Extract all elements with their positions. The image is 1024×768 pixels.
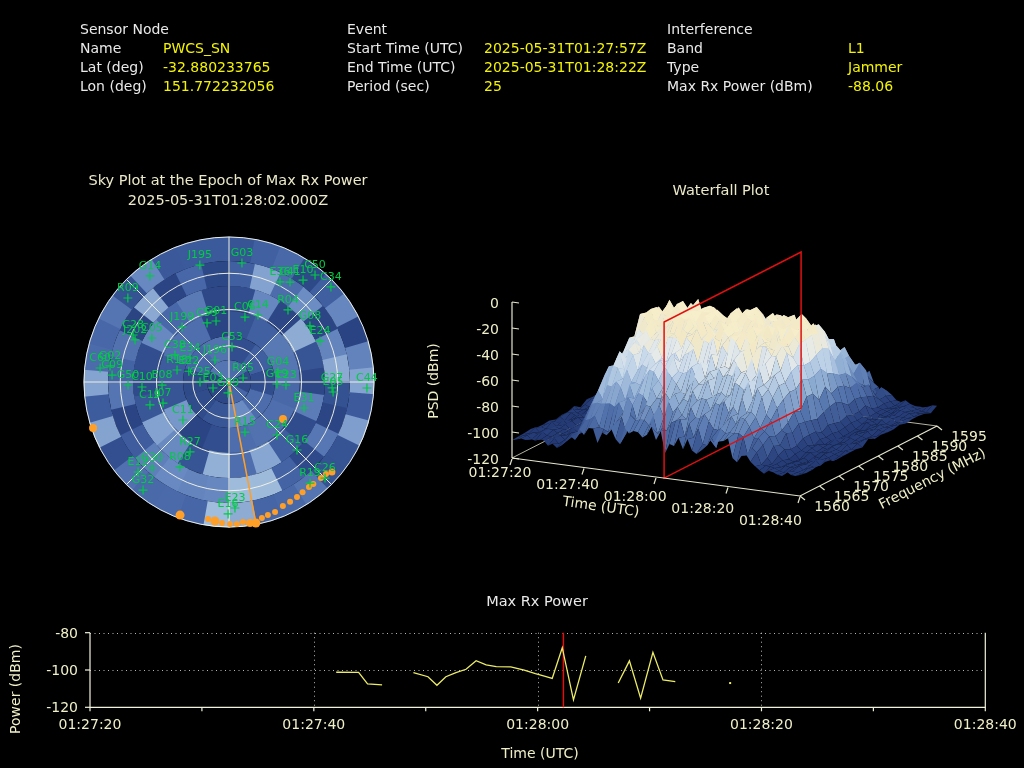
tick-label: 01:27:20 [59, 716, 122, 732]
interference-type-value: Jammer [848, 59, 902, 75]
satellite-label: J196 [203, 342, 227, 355]
satellite-label: G30 [141, 450, 164, 463]
satellite-label: E08 [152, 368, 173, 381]
sensor-lon-label: Lon (deg) [80, 78, 147, 94]
tick-label: -80 [476, 399, 499, 415]
sensor-lat-value: -32.880233765 [163, 59, 270, 75]
interference-band-label: Band [667, 40, 703, 56]
waterfall-title: Waterfall Plot [673, 182, 770, 198]
satellite-label: R05 [232, 360, 254, 373]
satellite-label: E24 [310, 323, 331, 336]
satellite-label: G14 [139, 258, 162, 271]
power-y-label: Power (dBm) [7, 644, 23, 734]
sensor-name-label: Name [80, 40, 121, 56]
event-end-label: End Time (UTC) [347, 59, 455, 75]
tick-label: -80 [55, 625, 78, 641]
interference-power-label: Max Rx Power (dBm) [667, 78, 813, 94]
event-start-value: 2025-05-31T01:27:57Z [484, 40, 646, 56]
satellite-label: R09 [117, 281, 139, 294]
tick-label: -40 [476, 347, 499, 363]
satellite-label: C11 [172, 403, 194, 416]
event-start-label: Start Time (UTC) [347, 40, 463, 56]
satellite-label: G08 [299, 308, 322, 321]
power-chart-title: Max Rx Power [486, 593, 588, 609]
power-x-label: Time (UTC) [501, 745, 578, 761]
satellite-label: J07 [154, 386, 171, 399]
event-title: Event [347, 21, 387, 37]
satellite-label: G09 [217, 375, 240, 388]
satellite-label: C44 [356, 371, 378, 384]
satellite-label: G16 [286, 433, 309, 446]
tick-label: -100 [467, 425, 499, 441]
satellite-label: G32 [132, 473, 155, 486]
satellite-label: C10 [131, 370, 153, 383]
tick-label: 01:28:40 [739, 512, 802, 528]
sky-plot-subtitle: 2025-05-31T01:28:02.000Z [128, 192, 328, 208]
satellite-label: C53 [221, 330, 243, 343]
event-period-value: 25 [484, 78, 502, 94]
waterfall-z-label: PSD (dBm) [425, 343, 441, 419]
tick-label: 01:28:20 [730, 716, 793, 732]
satellite-label: C14 [247, 298, 269, 311]
sensor-lon-value: 151.772232056 [163, 78, 274, 94]
dashboard: Sensor Node Name PWCS_SN Lat (deg) -32.8… [0, 0, 1024, 768]
tick-label: -100 [46, 662, 78, 678]
tick-label: -60 [476, 373, 499, 389]
tick-label: 01:27:40 [282, 716, 345, 732]
satellite-label: C24 [266, 417, 288, 430]
interference-type-label: Type [667, 59, 699, 75]
satellite-label: G01 [205, 304, 228, 317]
tick-label: 01:27:40 [536, 476, 599, 492]
interference-title: Interference [667, 21, 753, 37]
sensor-node-title: Sensor Node [80, 21, 169, 37]
event-end-value: 2025-05-31T01:28:22Z [484, 59, 646, 75]
sensor-name-value: PWCS_SN [163, 40, 230, 56]
tick-label: 1595 [951, 428, 987, 444]
satellite-label: E10 [293, 263, 314, 276]
interference-power-value: -88.06 [848, 78, 893, 94]
satellite-label: G03 [231, 245, 254, 258]
tick-label: 01:28:00 [604, 488, 667, 504]
event-period-label: Period (sec) [347, 78, 430, 94]
satellite-label: E22 [178, 354, 199, 367]
satellite-label: R08 [169, 449, 191, 462]
interference-band-value: L1 [848, 40, 865, 56]
tick-label: 01:28:00 [506, 716, 569, 732]
satellite-label: C09 [101, 358, 123, 371]
tick-label: 01:27:20 [469, 464, 532, 480]
tick-label: 01:28:20 [671, 500, 734, 516]
satellite-label: R04 [277, 292, 299, 305]
satellite-label: R27 [179, 434, 201, 447]
satellite-label: E31 [294, 390, 315, 403]
satellite-label: E16 [218, 496, 239, 509]
satellite-label: C05 [141, 321, 163, 334]
satellite-label: C34 [320, 269, 342, 282]
plots-canvas [0, 0, 1024, 768]
satellite-label: J195 [188, 248, 212, 261]
tick-label: -120 [46, 699, 78, 715]
tick-label: 01:28:40 [954, 716, 1017, 732]
satellite-label: E05 [323, 375, 344, 388]
satellite-label: C23 [275, 367, 297, 380]
tick-label: 0 [490, 295, 499, 311]
sensor-lat-label: Lat (deg) [80, 59, 144, 75]
satellite-label: C26 [314, 461, 336, 474]
satellite-label: R15 [234, 415, 256, 428]
satellite-label: J199 [170, 309, 194, 322]
tick-label: -20 [476, 321, 499, 337]
sky-plot-title: Sky Plot at the Epoch of Max Rx Power [88, 172, 367, 188]
